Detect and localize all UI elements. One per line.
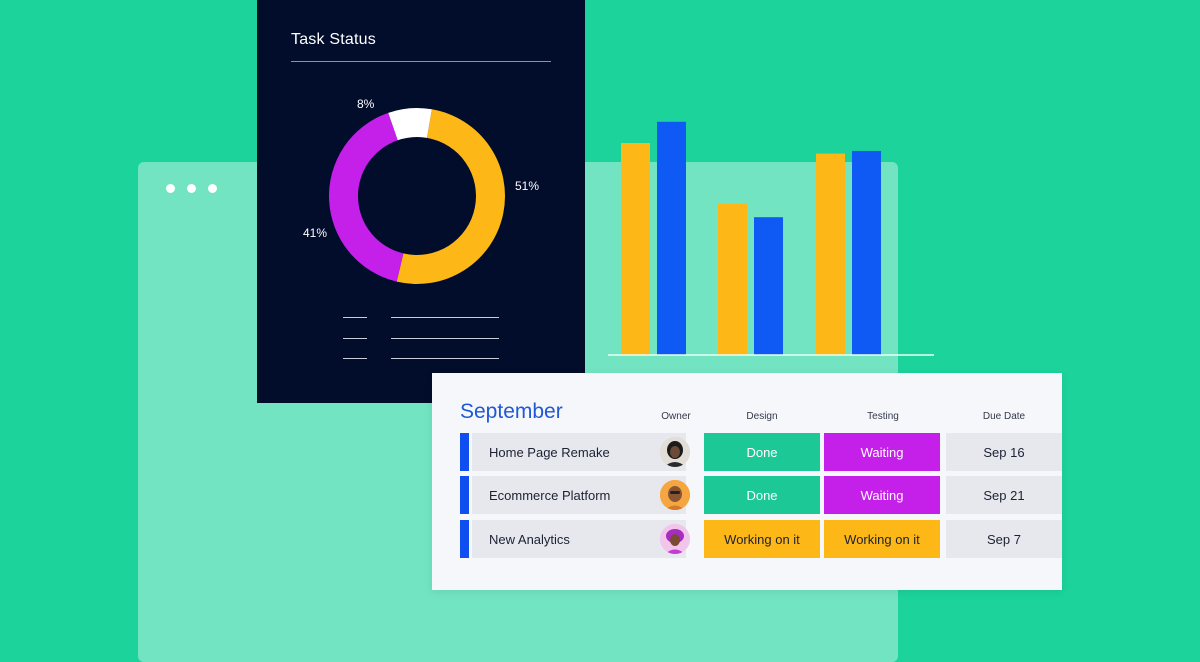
donut-slice-0 (396, 109, 505, 284)
legend-line (391, 338, 499, 339)
row-accent (460, 476, 469, 514)
legend-line (391, 358, 499, 359)
row-accent (460, 433, 469, 471)
legend-line (391, 317, 499, 318)
slice-label-purple: 41% (303, 226, 328, 240)
design-status[interactable]: Done (704, 476, 820, 514)
slice-label-white: 8% (357, 97, 375, 111)
testing-status[interactable]: Waiting (824, 476, 940, 514)
avatar-2-icon[interactable] (660, 480, 690, 510)
row-name-cell: New Analytics (472, 520, 686, 558)
project-board: September Owner Design Testing Due Date … (432, 373, 1062, 590)
slice-label-orange: 51% (515, 179, 540, 193)
window-dot-icon[interactable] (208, 184, 217, 193)
due-date[interactable]: Sep 16 (946, 433, 1062, 471)
table-row[interactable]: New Analytics Working on it Working on i… (460, 520, 1062, 558)
bar-chart (608, 121, 934, 356)
column-header-testing[interactable]: Testing (867, 411, 899, 422)
donut-slice-1 (328, 112, 404, 282)
legend-dash (343, 338, 367, 339)
bar-s1-c0 (657, 121, 686, 355)
design-status[interactable]: Done (704, 433, 820, 471)
column-header-due-date[interactable]: Due Date (982, 411, 1026, 422)
avatar-3-icon[interactable] (660, 524, 690, 554)
item-name[interactable]: Home Page Remake (489, 445, 610, 460)
table-row[interactable]: Ecommerce Platform Done Waiting Sep 21 (460, 476, 1062, 514)
bar-s0-c0 (621, 143, 650, 355)
row-accent (460, 520, 469, 558)
testing-status[interactable]: Working on it (824, 520, 940, 558)
window-controls (166, 184, 217, 193)
window-dot-icon[interactable] (187, 184, 196, 193)
column-header-design[interactable]: Design (746, 411, 778, 422)
bar-s1-c1 (754, 217, 783, 355)
legend-dash (343, 317, 367, 318)
design-status[interactable]: Working on it (704, 520, 820, 558)
item-name[interactable]: Ecommerce Platform (489, 488, 611, 503)
window-dot-icon[interactable] (166, 184, 175, 193)
panel-divider (291, 61, 551, 62)
testing-status[interactable]: Waiting (824, 433, 940, 471)
table-row[interactable]: Home Page Remake Done Waiting Sep 16 (460, 433, 1062, 471)
row-name-cell: Ecommerce Platform (472, 476, 686, 514)
avatar-1-icon[interactable] (660, 437, 690, 467)
bar-s0-c1 (718, 203, 747, 355)
item-name[interactable]: New Analytics (489, 532, 570, 547)
row-name-cell: Home Page Remake (472, 433, 686, 471)
task-status-panel: Task Status 51% 41% 8% (257, 0, 585, 403)
donut-chart (328, 108, 505, 284)
due-date[interactable]: Sep 21 (946, 476, 1062, 514)
bar-s0-c2 (816, 153, 845, 355)
panel-title: Task Status (291, 31, 376, 48)
donut-slice-2 (388, 108, 432, 141)
due-date[interactable]: Sep 7 (946, 520, 1062, 558)
legend-dash (343, 358, 367, 359)
column-header-owner[interactable]: Owner (661, 411, 691, 422)
bar-s1-c2 (852, 150, 881, 355)
group-title: September (460, 400, 563, 423)
